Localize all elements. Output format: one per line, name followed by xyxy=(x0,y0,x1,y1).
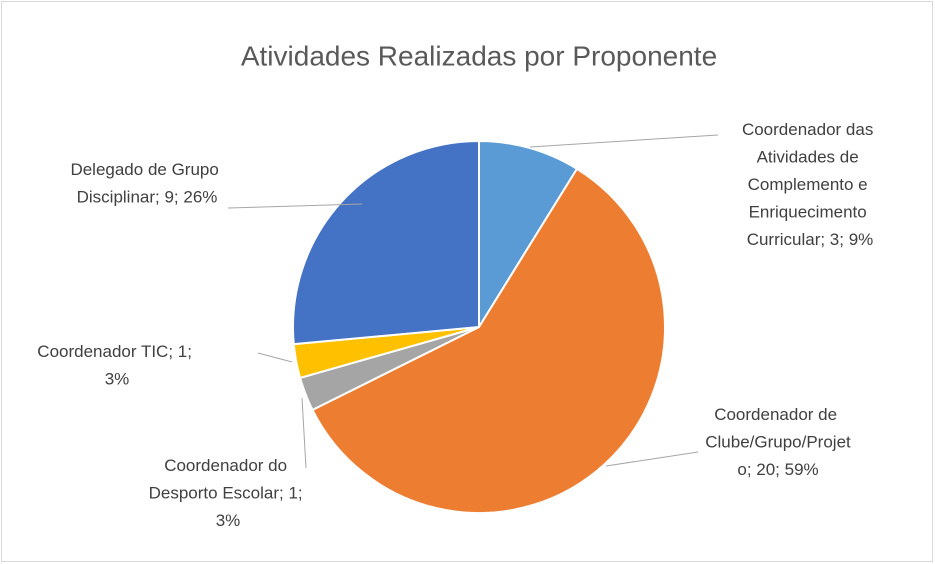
label-line: Coordenador de xyxy=(714,405,842,424)
label-line: Atividades de xyxy=(757,148,864,167)
data-label: Coordenador do Desporto Escolar; 1; 3% xyxy=(149,456,308,530)
data-label: Delegado de Grupo Disciplinar; 9; 26% xyxy=(70,160,223,207)
label-line: Curricular; 3; 9% xyxy=(747,230,874,249)
leader-line xyxy=(301,397,307,469)
label-line: 3% xyxy=(216,511,241,530)
pie-slice xyxy=(292,139,480,346)
label-line: Coordenador das xyxy=(742,120,878,139)
label-line: Coordenador do xyxy=(164,456,292,475)
data-label: Coordenador TIC; 1; 3% xyxy=(37,342,196,389)
label-line: Disciplinar; 9; 26% xyxy=(77,188,218,207)
leader-line xyxy=(227,203,363,209)
leader-line xyxy=(605,451,699,467)
leader-line xyxy=(529,134,719,148)
label-line: o; 20; 59% xyxy=(737,460,818,479)
data-label: Coordenador das Atividades de Complement… xyxy=(742,120,878,249)
label-line: Delegado de Grupo xyxy=(70,160,223,179)
chart-title: Atividades Realizadas por Proponente xyxy=(241,40,717,71)
data-label: Coordenador de Clube/Grupo/Projet o; 20; … xyxy=(705,405,851,479)
pie-slice xyxy=(478,139,579,331)
label-line: Clube/Grupo/Projet xyxy=(705,433,851,452)
label-line: Coordenador TIC; 1; xyxy=(37,342,196,361)
pie-slice xyxy=(311,167,666,514)
label-line: Desporto Escolar; 1; xyxy=(149,484,308,503)
label-line: 3% xyxy=(105,370,130,389)
leader-line xyxy=(257,352,293,363)
label-line: Enriquecimento xyxy=(749,203,872,222)
label-line: Complemento e xyxy=(748,175,873,194)
